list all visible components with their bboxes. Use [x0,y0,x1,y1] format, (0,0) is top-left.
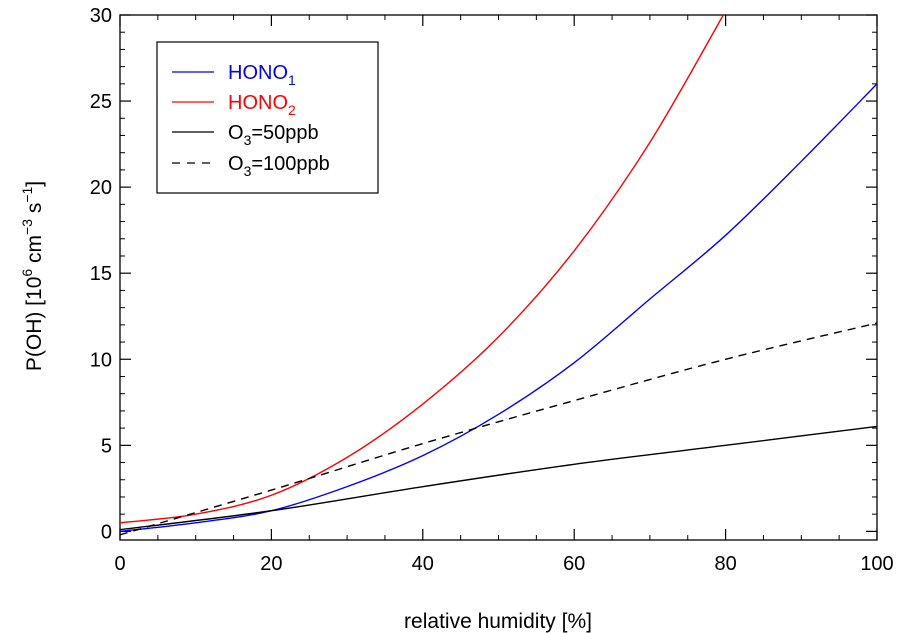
y-tick-label: 15 [90,263,112,285]
legend-label-hono2: HONO2 [228,92,296,118]
y-tick-label: 30 [90,5,112,27]
y-tick-labels: 0 5 10 15 20 25 30 [90,5,112,543]
series-line-hono1 [119,83,878,533]
x-tick-label: 60 [563,553,585,575]
y-tick-label: 20 [90,177,112,199]
y-tick-label: 25 [90,91,112,113]
series-line-o3-100ppb [119,322,878,536]
series-line-hono2 [119,14,724,524]
x-tick-label: 80 [714,553,736,575]
legend: HONO1 HONO2 O3=50ppb O3=100ppb [156,41,379,194]
axis-ticks [119,14,878,540]
legend-box [156,41,379,194]
y-tick-label: 10 [90,349,112,371]
series-line-o3-50ppb [119,425,878,531]
legend-label-o3-50ppb: O3=50ppb [228,122,319,148]
x-tick-label: 40 [412,553,434,575]
x-tick-label: 100 [860,553,893,575]
x-tick-label: 0 [114,553,125,575]
legend-label-o3-100ppb: O3=100ppb [228,153,330,179]
x-axis-label: relative humidity [%] [404,610,592,633]
x-tick-label: 20 [260,553,282,575]
series-lines [119,14,878,536]
x-tick-labels: 0 20 40 60 80 100 [114,553,893,575]
y-tick-label: 0 [101,521,112,543]
y-axis-label: P(OH) [106 cm−3 s−1] [19,181,46,371]
legend-label-hono1: HONO1 [228,62,296,88]
y-tick-label: 5 [101,435,112,457]
